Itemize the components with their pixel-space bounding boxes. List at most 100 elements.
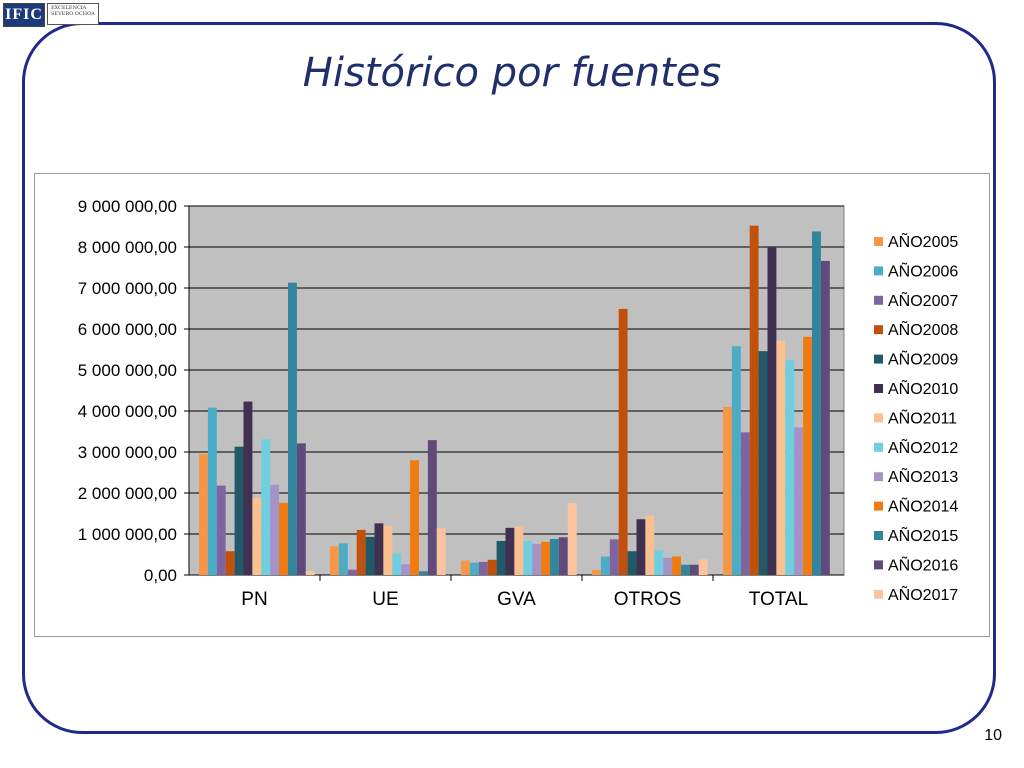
bar [600,556,610,575]
bar [338,543,348,575]
logo: IFIC EXCELENCIA SEVERO OCHOA [3,3,99,27]
bar [410,460,419,575]
bar [330,546,339,575]
bar [487,559,497,575]
legend-swatch [874,384,883,393]
bar [749,225,759,575]
x-tick-label: GVA [497,589,536,610]
bar [365,536,375,575]
x-tick-label: TOTAL [749,589,808,610]
bar [785,360,795,575]
bar [392,553,402,575]
x-tick-label: PN [241,589,267,610]
bar [383,525,393,575]
legend-swatch [874,413,883,423]
legend-swatch [874,295,883,305]
legend-label: AÑO2013 [888,466,958,486]
bar [558,537,568,575]
legend-label: AÑO2014 [888,496,958,516]
x-tick-label: OTROS [614,589,682,610]
legend-label: AÑO2016 [888,554,958,574]
legend-label: AÑO2010 [888,378,958,398]
bar [523,540,533,575]
legend-swatch [874,560,883,570]
bar [698,559,708,575]
chart-container: 0,00 1 000 000,00 2 000 000,00 3 000 000,00… [34,173,990,637]
bar [296,443,306,575]
page-number: 10 [984,727,1002,744]
bar [541,541,550,575]
bar [636,519,646,575]
bar [207,407,217,575]
bar [550,538,559,575]
bar [645,515,655,575]
bar [803,336,812,575]
bar [654,550,664,575]
bar [681,564,690,575]
y-tick-label: 1 000 000,00 [78,525,177,544]
bar [469,562,479,575]
bar [401,564,411,575]
legend-label: AÑO2007 [888,290,958,310]
bar [767,247,777,575]
legend-swatch [874,472,883,482]
legend-swatch [874,531,883,540]
bar [305,570,315,575]
bar [374,523,384,575]
bar [812,231,821,576]
bar [672,556,681,575]
bar [609,539,619,575]
bar [270,484,280,575]
y-tick-label: 4 000 000,00 [78,402,177,421]
bar [288,282,297,575]
y-tick-label: 9 000 000,00 [78,197,177,216]
bar [567,503,577,575]
legend-label: AÑO2017 [888,584,958,604]
bar [627,551,637,575]
x-tick-label: UE [372,589,398,610]
bar [461,560,470,575]
bar [758,351,768,575]
bar [243,401,253,575]
bar [740,432,750,575]
legend-label: AÑO2009 [888,349,958,369]
bar [496,540,506,575]
bar [532,543,542,575]
legend-swatch [874,589,883,599]
legend-label: AÑO2006 [888,260,958,280]
bar [356,529,366,575]
y-tick-label: 2 000 000,00 [78,484,177,503]
bar [794,427,804,575]
bar [427,440,437,575]
legend-label: AÑO2012 [888,437,958,457]
bar [731,346,741,575]
y-tick-label: 8 000 000,00 [78,238,177,257]
bar [776,340,786,575]
bar [723,406,732,575]
bar [478,561,488,575]
legend-swatch [874,266,883,276]
bar-chart: 0,00 1 000 000,00 2 000 000,00 3 000 000,00… [34,173,990,637]
y-tick-label: 0,00 [144,566,177,585]
bar [199,454,208,575]
legend-label: AÑO2008 [888,319,958,339]
bar [436,528,446,575]
bar [252,497,262,575]
bar [505,527,515,575]
bar [592,570,601,575]
ific-logo: IFIC [3,3,45,27]
slide-frame [22,22,996,734]
bar [234,446,244,575]
legend-swatch [874,442,883,452]
bar [820,260,830,575]
legend-swatch [874,237,883,246]
y-tick-label: 7 000 000,00 [78,279,177,298]
y-tick-label: 6 000 000,00 [78,320,177,339]
legend-swatch [874,501,883,511]
legend-label: AÑO2015 [888,525,958,545]
bar [261,439,271,575]
bar [689,564,699,575]
legend-swatch [874,325,883,335]
legend-label: AÑO2011 [888,407,957,427]
severo-ochoa-seal: EXCELENCIA SEVERO OCHOA [47,3,99,25]
